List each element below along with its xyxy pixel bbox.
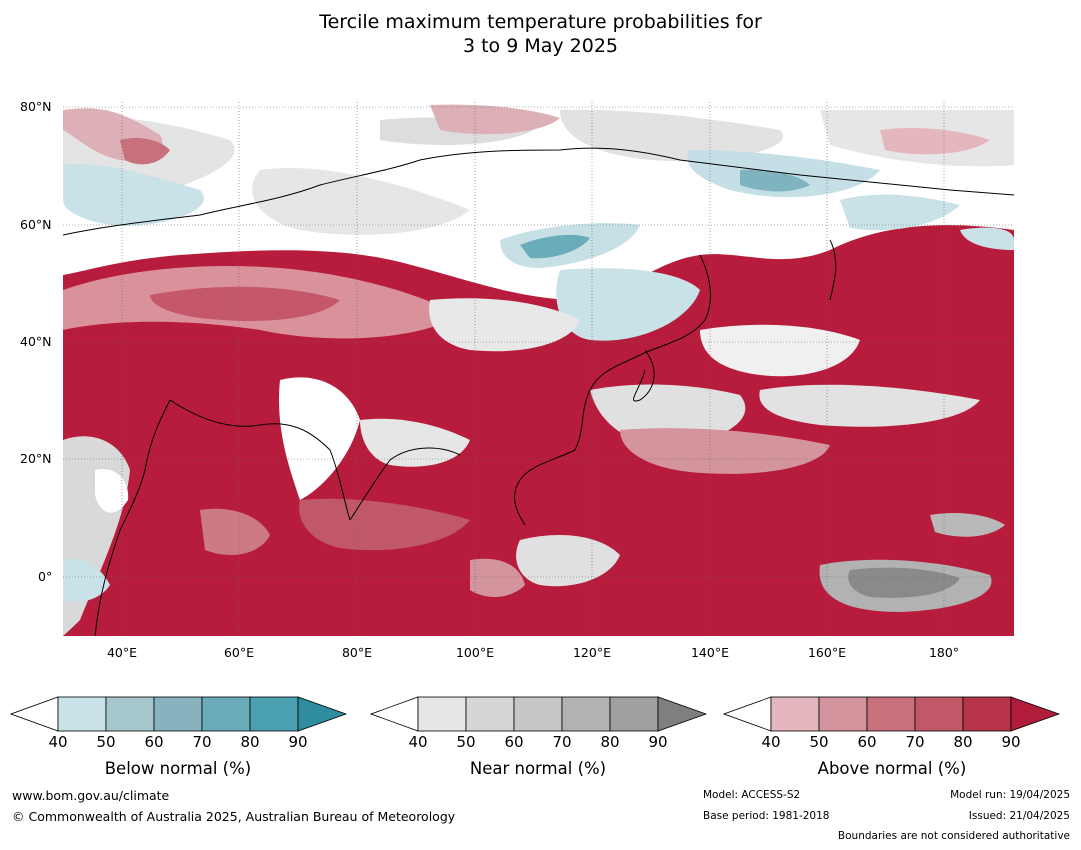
footer-boundaries: Boundaries are not considered authoritat… [837,830,1070,842]
lon-label-100e: 100°E [455,645,494,660]
above-tick-90: 90 [1001,733,1021,751]
above-tick-50: 50 [809,733,829,751]
lat-label-0: 0° [38,569,53,584]
above-swatch-5 [962,696,1012,732]
map-field [63,102,1014,636]
near-swatch-3 [513,696,563,732]
lon-label-60e: 60°E [223,645,255,660]
below-tick-70: 70 [192,733,212,751]
near-swatch-1 [417,696,467,732]
lon-label-140e: 140°E [690,645,729,660]
lat-label-40n: 40°N [20,334,52,349]
colorbar-near-title: Near normal (%) [469,759,607,778]
map-title: Tercile maximum temperature probabilitie… [0,10,1081,58]
below-tick-50: 50 [96,733,116,751]
footer-copyright: © Commonwealth of Australia 2025, Austra… [12,809,456,824]
below-tick-80: 80 [240,733,260,751]
near-tick-90: 90 [648,733,668,751]
above-swatch-4 [914,696,964,732]
below-tick-60: 60 [144,733,164,751]
colorbar-near [370,696,708,732]
above-tick-70: 70 [905,733,925,751]
near-tick-80: 80 [600,733,620,751]
above-tick-40: 40 [761,733,781,751]
near-swatch-over [657,696,708,732]
colorbar-below [10,696,348,732]
colorbar-above-title: Above normal (%) [817,759,967,778]
below-tick-90: 90 [288,733,308,751]
above-swatch-2 [818,696,868,732]
colorbar-above [723,696,1061,732]
above-swatch-3 [866,696,916,732]
lon-label-180: 180° [928,645,960,660]
below-tick-40: 40 [48,733,68,751]
lon-label-160e: 160°E [807,645,846,660]
near-swatch-2 [465,696,515,732]
lat-label-60n: 60°N [20,217,52,232]
title-line-2: 3 to 9 May 2025 [462,35,619,57]
near-swatch-5 [609,696,659,732]
footer-issued: Issued: 21/04/2025 [968,810,1070,822]
above-swatch-over [1010,696,1061,732]
footer-base-period: Base period: 1981-2018 [703,810,830,822]
near-tick-60: 60 [504,733,524,751]
footer-model-run: Model run: 19/04/2025 [950,789,1070,801]
lon-label-120e: 120°E [572,645,611,660]
near-swatch-under [370,696,419,732]
below-swatch-under [10,696,59,732]
below-swatch-2 [105,696,155,732]
footer-website[interactable]: www.bom.gov.au/climate [12,788,170,803]
near-swatch-4 [561,696,611,732]
above-swatch-1 [770,696,820,732]
map-gridlines [63,102,1014,636]
above-tick-80: 80 [953,733,973,751]
lon-label-40e: 40°E [106,645,138,660]
lat-label-20n: 20°N [20,451,52,466]
lat-label-80n: 80°N [20,99,52,114]
below-swatch-3 [153,696,203,732]
below-swatch-4 [201,696,251,732]
title-line-1: Tercile maximum temperature probabilitie… [319,11,762,33]
near-tick-50: 50 [456,733,476,751]
near-tick-40: 40 [408,733,428,751]
above-swatch-under [723,696,772,732]
below-swatch-over [297,696,348,732]
below-swatch-5 [249,696,299,732]
colorbar-below-title: Below normal (%) [104,759,252,778]
above-tick-60: 60 [857,733,877,751]
below-swatch-1 [57,696,107,732]
footer-model: Model: ACCESS-S2 [703,789,801,801]
near-tick-70: 70 [552,733,572,751]
coastlines [63,147,1014,636]
lon-label-80e: 80°E [341,645,373,660]
